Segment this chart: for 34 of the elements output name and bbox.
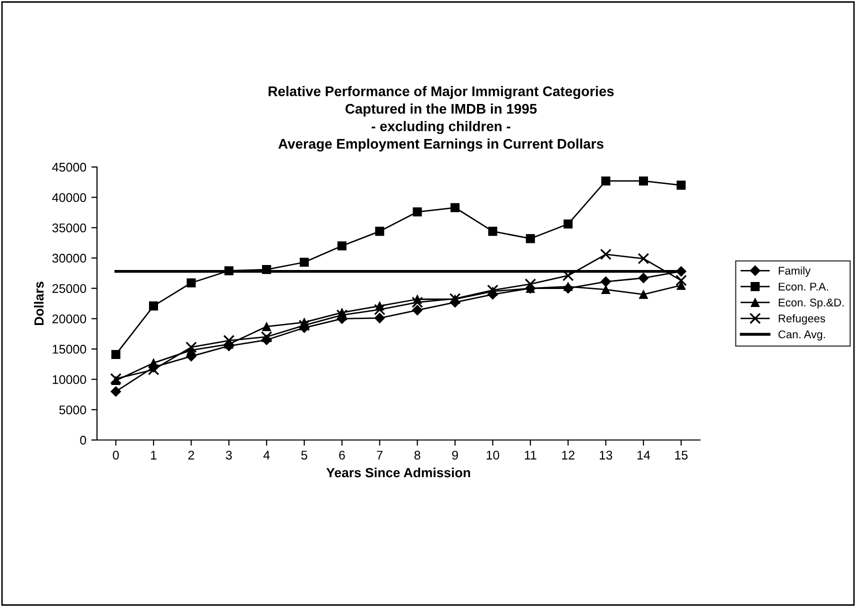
chart-title: Relative Performance of Major Immigrant Categories Captured in the IMDB in 1995 - excluding children - Average Employment Earnings in Current Dollars <box>268 86 614 152</box>
x-tick-label: 0 <box>112 450 119 460</box>
x-tick-label: 15 <box>675 450 688 460</box>
y-tick-label: 10000 <box>52 375 86 384</box>
legend-label: Econ. Sp.&D. <box>778 298 844 309</box>
x-tick-label: 5 <box>301 450 308 460</box>
x-tick-label: 8 <box>414 450 420 460</box>
x-tick-label: 12 <box>562 450 574 460</box>
x-tick-label: 10 <box>486 450 500 460</box>
x-tick-label: 4 <box>263 450 270 460</box>
y-tick-label: 30000 <box>52 254 86 263</box>
y-tick-label: 5000 <box>59 405 86 414</box>
x-tick-label: 14 <box>637 450 650 460</box>
x-tick-label: 2 <box>188 450 194 460</box>
y-tick-label: 0 <box>80 436 86 445</box>
legend-label: Econ. P.A. <box>778 282 828 291</box>
y-tick-label: 25000 <box>52 284 86 293</box>
legend-label: Family <box>778 266 811 277</box>
y-tick-label: 35000 <box>52 223 86 232</box>
x-tick-label: 7 <box>376 450 383 460</box>
x-tick-label: 11 <box>524 450 536 460</box>
x-tick-label: 1 <box>151 450 156 460</box>
y-axis-title: Dollars <box>34 282 44 325</box>
legend-label: Can. Avg. <box>778 330 825 341</box>
x-tick-label: 6 <box>339 450 345 460</box>
x-tick-label: 13 <box>600 450 612 460</box>
y-tick-label: 20000 <box>52 314 86 324</box>
y-tick-label: 40000 <box>52 193 86 202</box>
legend-label: Refugees <box>778 314 826 325</box>
y-tick-label: 45000 <box>52 162 86 172</box>
y-tick-label: 15000 <box>52 344 86 354</box>
x-tick-label: 9 <box>452 450 458 460</box>
x-tick-label: 3 <box>226 450 232 460</box>
x-axis-title: Years Since Admission <box>326 468 470 478</box>
